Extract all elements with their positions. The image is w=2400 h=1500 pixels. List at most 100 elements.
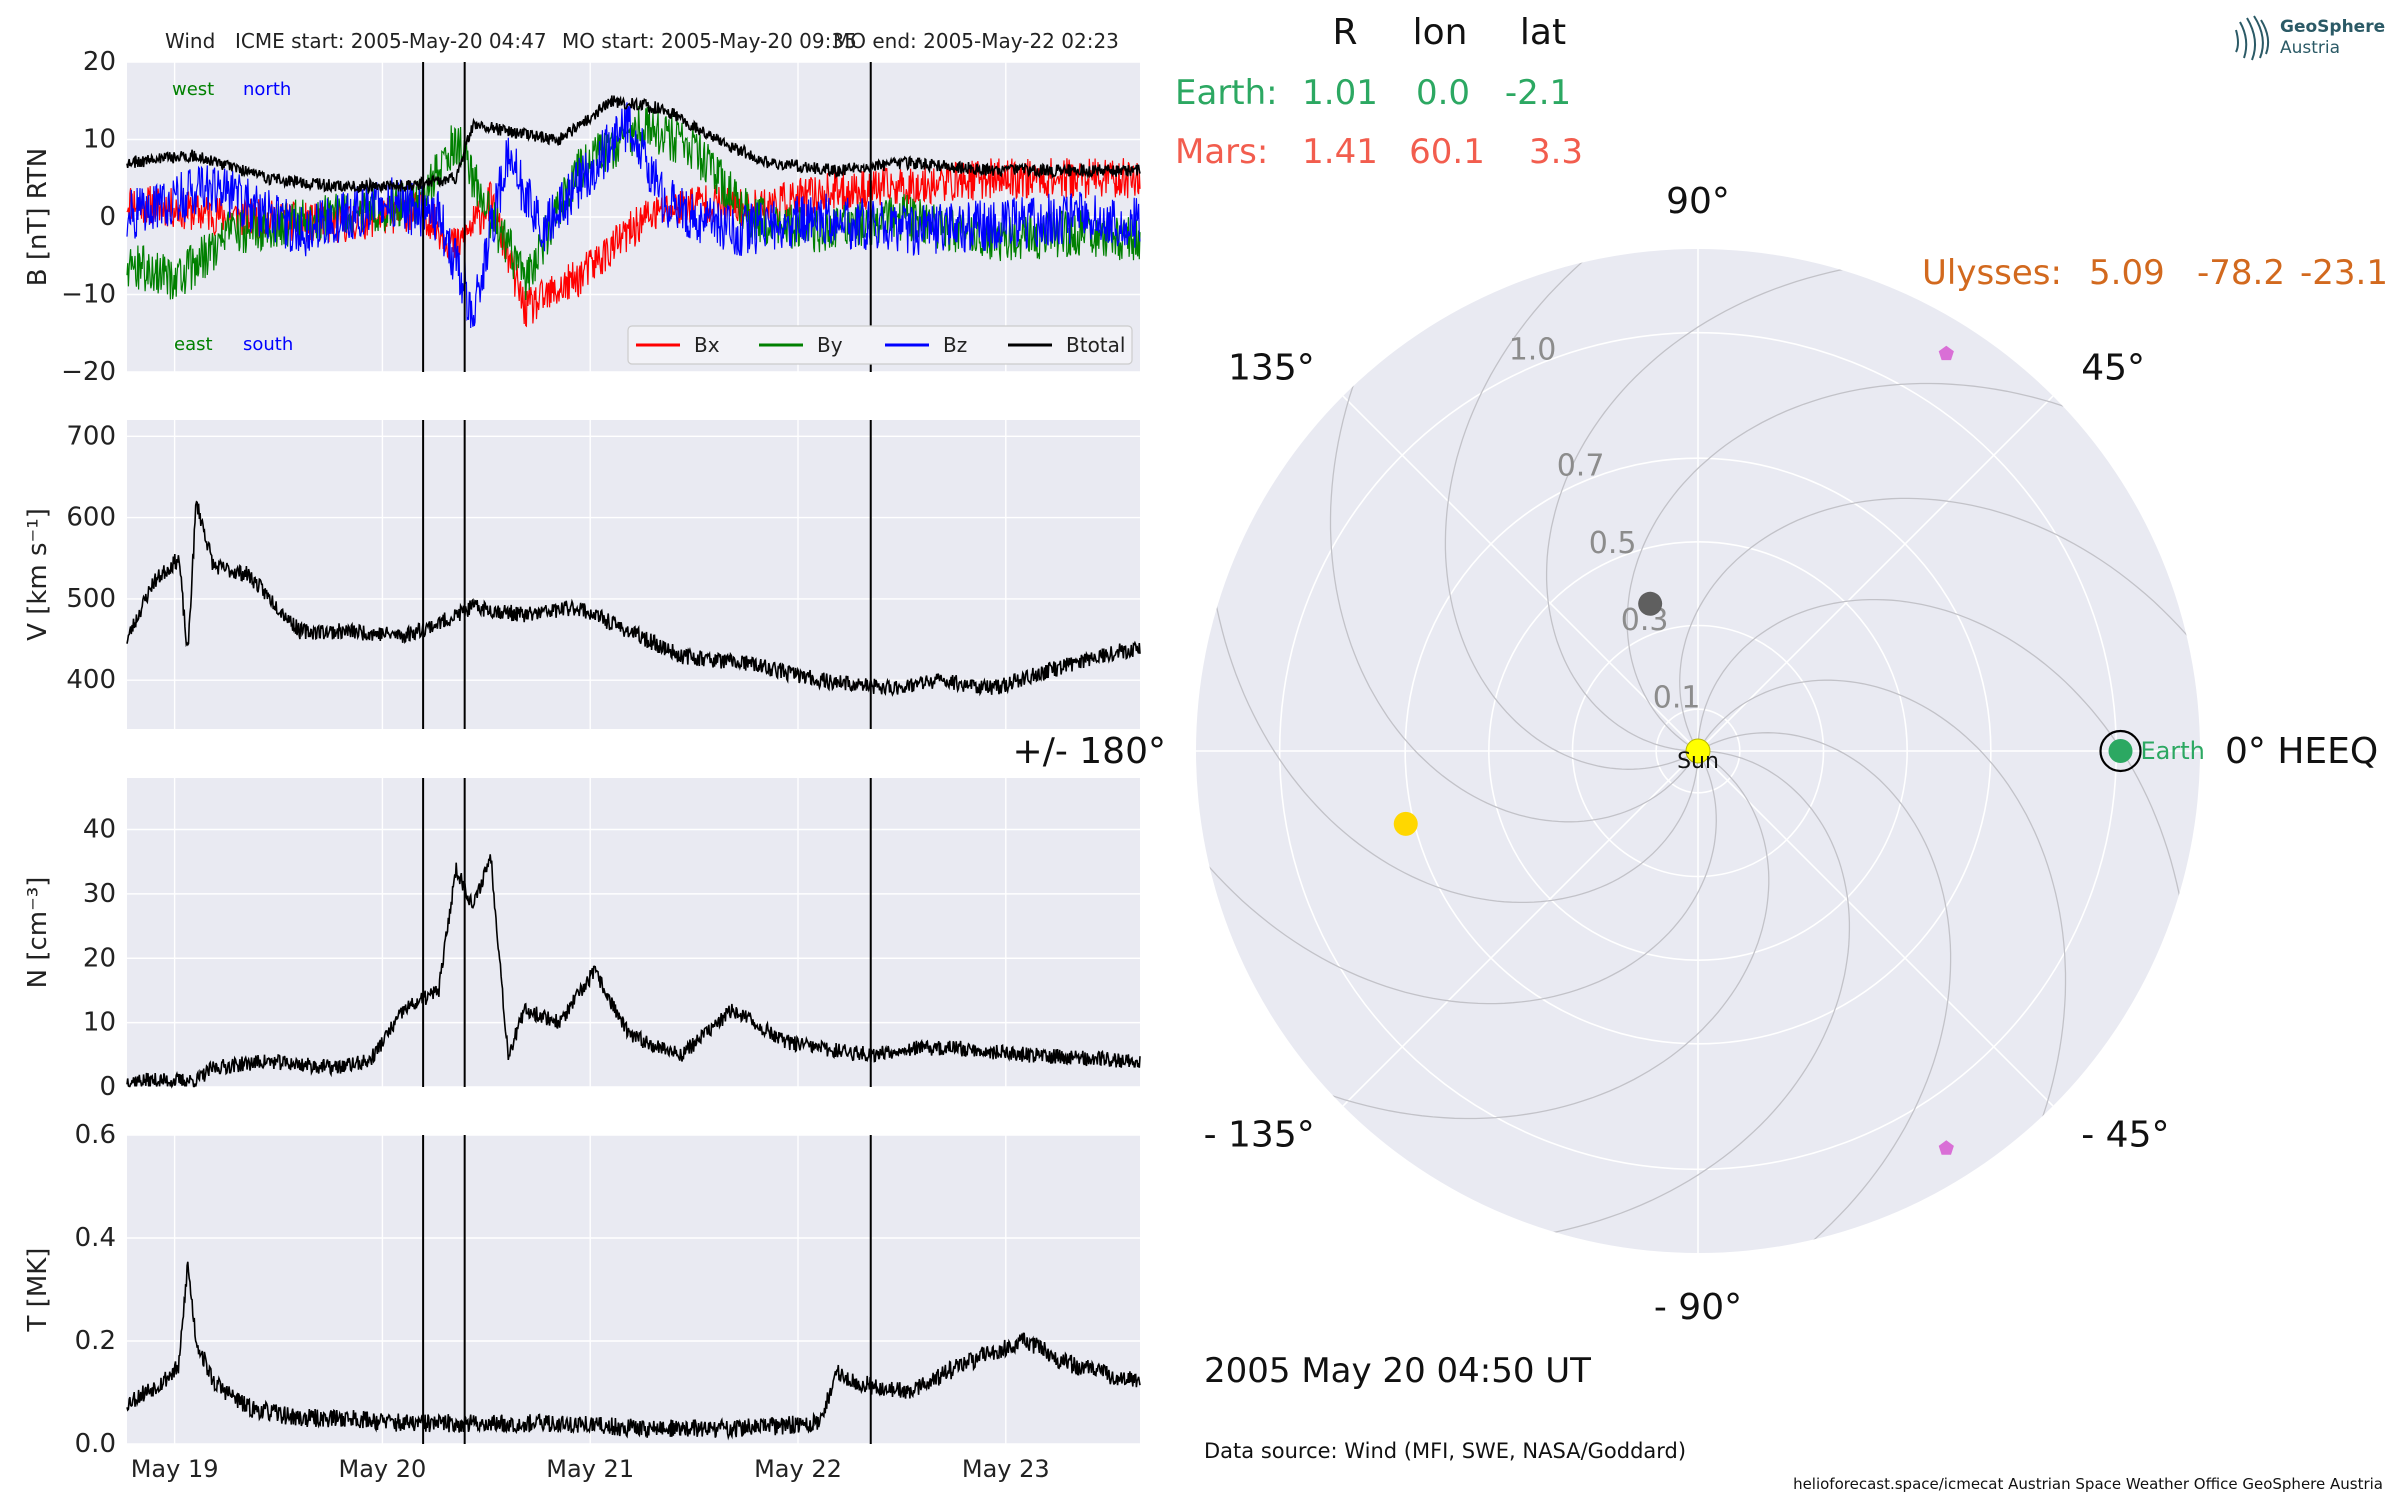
row-earth: Earth: 1.01 0.0 -2.1 bbox=[1175, 73, 1571, 113]
y-tick-label: −10 bbox=[61, 280, 116, 310]
parker-spiral-line bbox=[1444, 249, 1950, 770]
x-tick-label: May 19 bbox=[131, 1455, 219, 1483]
annotation-west: west bbox=[172, 79, 214, 100]
row-earth-name: Earth: bbox=[1175, 73, 1278, 113]
angle-label: 45° bbox=[2081, 348, 2145, 389]
radial-tick-label: 0.7 bbox=[1557, 449, 1605, 484]
panel-magnetic_field: 20 10 0 −10 −20 B [nT] RTN west north east south B… bbox=[23, 47, 1141, 387]
radial-tick-label: 0.1 bbox=[1653, 680, 1701, 715]
col-header-r: R bbox=[1332, 12, 1357, 53]
y-tick-label: 10 bbox=[83, 125, 116, 155]
row-mars-name: Mars: bbox=[1175, 132, 1268, 172]
angle-label: 135° bbox=[1228, 348, 1315, 389]
radial-tick-label: 1.0 bbox=[1509, 333, 1557, 368]
polar-grid-spoke bbox=[1342, 750, 1699, 1107]
polar-grid-spoke bbox=[1697, 395, 2054, 752]
polar-grid-spoke bbox=[1342, 395, 1699, 752]
row-mars-lon: 60.1 bbox=[1409, 132, 1485, 172]
sun-marker bbox=[1685, 738, 1711, 764]
row-ulysses-lat: -23.1 bbox=[2300, 253, 2388, 293]
y-tick-label: 500 bbox=[66, 584, 116, 614]
y-tick-label: 0.6 bbox=[75, 1120, 116, 1150]
logo-line1: GeoSphere bbox=[2280, 17, 2385, 37]
header-icme-start: ICME start: 2005-May-20 04:47 bbox=[235, 29, 547, 53]
legend-label-bz: Bz bbox=[943, 333, 967, 357]
panel-background bbox=[127, 1135, 1140, 1444]
angle-label: - 45° bbox=[2081, 1114, 2169, 1155]
row-mars-r: 1.41 bbox=[1302, 132, 1378, 172]
y-tick-label: 0 bbox=[99, 1072, 116, 1102]
polar-grid-spoke bbox=[1697, 750, 2054, 1107]
position-table: R lon lat Earth: 1.01 0.0 -2.1 Mars: 1.4… bbox=[1175, 12, 2388, 293]
row-earth-r: 1.01 bbox=[1302, 73, 1378, 113]
earth-ring bbox=[2099, 729, 2142, 773]
angle-label: 0° HEEQ bbox=[2225, 731, 2378, 772]
data-source: Data source: Wind (MFI, SWE, NASA/Goddar… bbox=[1204, 1439, 1686, 1463]
logo-mark-icon bbox=[2235, 15, 2270, 61]
panel-temperature: 0.6 0.4 0.2 0.0 T [MK] May 19 May 20 May 21 May … bbox=[23, 1120, 1141, 1483]
ulysses-marker-1 bbox=[1938, 345, 1954, 361]
footer-credits: helioforecast.space/icmecat Austrian Spa… bbox=[1793, 1475, 2383, 1493]
geosphere-logo: GeoSphere Austria bbox=[2235, 15, 2385, 61]
time-series-panels: 20 10 0 −10 −20 B [nT] RTN west north east south B… bbox=[23, 47, 1141, 1483]
series-line-t bbox=[126, 1261, 1141, 1441]
row-mars: Mars: 1.41 60.1 3.3 bbox=[1175, 132, 1583, 172]
angle-label: +/- 180° bbox=[1013, 731, 1166, 772]
legend: Bx By Bz Btotal bbox=[627, 325, 1133, 365]
timestamp: 2005 May 20 04:50 UT bbox=[1204, 1351, 1591, 1391]
ulysses-marker-2 bbox=[1938, 1140, 1954, 1155]
col-header-lon: lon bbox=[1413, 12, 1468, 53]
y-tick-label: 40 bbox=[83, 815, 116, 845]
series-line-bz bbox=[126, 102, 1141, 329]
logo-line2: Austria bbox=[2280, 38, 2340, 58]
angle-label: - 135° bbox=[1204, 1114, 1315, 1155]
angle-label: 90° bbox=[1666, 181, 1730, 222]
row-mars-lat: 3.3 bbox=[1529, 132, 1583, 172]
parker-spiral-line bbox=[1196, 499, 1717, 1005]
x-tick-label: May 22 bbox=[754, 1455, 842, 1483]
y-tick-label: 400 bbox=[66, 665, 116, 695]
legend-label-by: By bbox=[817, 333, 843, 357]
header-spacecraft: Wind bbox=[165, 29, 215, 53]
series-line-btotal bbox=[126, 95, 1141, 195]
parker-spiral-line bbox=[1679, 497, 2200, 1003]
angle-label: - 90° bbox=[1654, 1287, 1742, 1328]
col-header-lat: lat bbox=[1520, 12, 1566, 53]
y-axis-label: N [cm⁻³] bbox=[23, 877, 53, 989]
mercury-marker bbox=[1638, 591, 1663, 616]
x-tick-label: May 23 bbox=[962, 1455, 1050, 1483]
panel-density: 40 30 20 10 0 N [cm⁻³] bbox=[23, 778, 1141, 1102]
y-tick-label: 600 bbox=[66, 503, 116, 533]
annotation-east: east bbox=[174, 334, 213, 355]
radial-tick-label: 0.5 bbox=[1589, 526, 1637, 561]
header-mo-start: MO start: 2005-May-20 09:35 bbox=[562, 29, 857, 53]
y-tick-label: 0 bbox=[99, 202, 116, 232]
panel-background bbox=[127, 420, 1140, 729]
legend-label-bx: Bx bbox=[694, 333, 720, 357]
x-tick-label: May 21 bbox=[546, 1455, 634, 1483]
y-tick-label: 0.4 bbox=[75, 1223, 116, 1253]
row-earth-lon: 0.0 bbox=[1416, 73, 1470, 113]
header-mo-end: MO end: 2005-May-22 02:23 bbox=[833, 29, 1119, 53]
y-tick-label: 10 bbox=[83, 1008, 116, 1038]
row-ulysses: Ulysses: 5.09 -78.2 -23.1 bbox=[1922, 253, 2388, 293]
y-axis-label: V [km s⁻¹] bbox=[23, 508, 53, 641]
row-ulysses-lon: -78.2 bbox=[2197, 253, 2285, 293]
series-line-n bbox=[126, 854, 1141, 1089]
y-tick-label: −20 bbox=[61, 357, 116, 387]
series-line-by bbox=[126, 106, 1141, 301]
panel-speed: 700 600 500 400 V [km s⁻¹] bbox=[23, 420, 1141, 729]
series-line-v bbox=[126, 500, 1141, 697]
y-axis-label: B [nT] RTN bbox=[23, 148, 53, 287]
y-axis-label: T [MK] bbox=[23, 1248, 53, 1333]
y-tick-label: 0.0 bbox=[75, 1429, 116, 1459]
legend-box bbox=[627, 325, 1133, 365]
annotation-north: north bbox=[243, 79, 291, 100]
y-tick-label: 20 bbox=[83, 47, 116, 77]
annotation-south: south bbox=[243, 334, 293, 355]
earth-label: Earth bbox=[2141, 737, 2205, 765]
row-ulysses-name: Ulysses: bbox=[1922, 253, 2062, 293]
earth-marker bbox=[2108, 739, 2133, 763]
sun-label: Sun bbox=[1677, 749, 1719, 774]
